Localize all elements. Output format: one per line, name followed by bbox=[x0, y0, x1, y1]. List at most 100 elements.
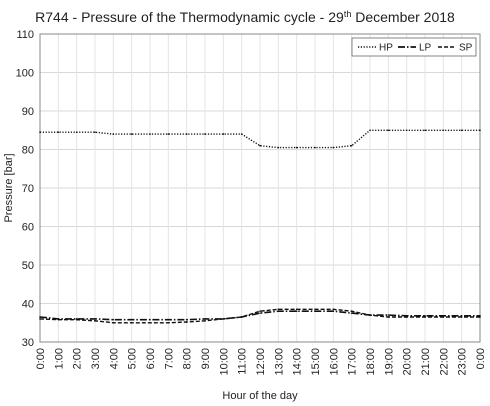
x-tick-label: 6:00 bbox=[145, 348, 157, 369]
data-point-hp bbox=[112, 133, 115, 135]
data-point-lp bbox=[387, 314, 390, 316]
data-point-lp bbox=[149, 318, 151, 321]
x-tick-label: 23:00 bbox=[457, 348, 469, 376]
data-point-hp bbox=[57, 131, 60, 133]
data-point-sp bbox=[204, 320, 206, 322]
data-point-hp bbox=[204, 133, 206, 135]
data-point-sp bbox=[424, 316, 426, 318]
x-tick-label: 12:00 bbox=[255, 348, 267, 376]
data-point-hp bbox=[222, 133, 225, 135]
data-point-lp bbox=[204, 318, 206, 320]
data-point-lp bbox=[259, 312, 261, 314]
data-point-sp bbox=[332, 308, 335, 311]
data-point-lp bbox=[332, 310, 335, 313]
chart-title: R744 - Pressure of the Thermodynamic cyc… bbox=[35, 9, 455, 25]
x-tick-label: 13:00 bbox=[273, 348, 285, 376]
data-point-sp bbox=[240, 316, 243, 318]
data-point-hp bbox=[460, 129, 463, 132]
data-point-lp bbox=[442, 315, 445, 317]
y-axis-label: Pressure [bar] bbox=[3, 153, 15, 222]
data-point-hp bbox=[295, 146, 298, 149]
data-point-lp bbox=[112, 318, 115, 321]
data-point-lp bbox=[424, 315, 426, 317]
data-point-hp bbox=[259, 144, 261, 147]
x-tick-label: 5:00 bbox=[127, 348, 139, 369]
data-point-hp bbox=[75, 131, 78, 133]
data-point-hp bbox=[94, 131, 96, 133]
data-point-sp bbox=[369, 314, 371, 316]
x-tick-label: 11:00 bbox=[237, 348, 249, 375]
x-tick-label: 0:00 bbox=[35, 348, 47, 369]
y-tick-label: 110 bbox=[16, 29, 34, 41]
data-point-sp bbox=[460, 316, 463, 318]
data-point-sp bbox=[57, 318, 60, 321]
data-point-hp bbox=[39, 131, 41, 133]
data-point-lp bbox=[350, 312, 353, 314]
data-point-sp bbox=[387, 316, 390, 318]
legend-label-sp: SP bbox=[459, 43, 473, 54]
chart-title-main: R744 - Pressure of the Thermodynamic cyc… bbox=[35, 9, 344, 25]
data-point-hp bbox=[350, 144, 353, 147]
y-tick-label: 30 bbox=[22, 337, 34, 349]
data-point-hp bbox=[387, 129, 390, 132]
plot-area bbox=[39, 33, 481, 343]
series-layer bbox=[39, 129, 481, 324]
data-point-lp bbox=[295, 310, 298, 313]
data-point-sp bbox=[94, 320, 96, 322]
x-tick-label: 7:00 bbox=[163, 348, 175, 369]
x-tick-label: 9:00 bbox=[200, 348, 212, 369]
x-tick-label: 21:00 bbox=[420, 348, 432, 376]
data-point-sp bbox=[277, 308, 280, 311]
x-tick-label: 16:00 bbox=[328, 348, 340, 376]
data-point-sp bbox=[130, 321, 133, 324]
data-point-hp bbox=[167, 133, 170, 135]
y-tick-label: 50 bbox=[22, 260, 34, 272]
data-point-sp bbox=[39, 318, 41, 320]
data-point-hp bbox=[442, 129, 445, 132]
x-tick-label: 8:00 bbox=[182, 348, 194, 369]
y-tick-label: 40 bbox=[22, 299, 34, 311]
data-point-sp bbox=[442, 316, 445, 318]
x-tick-label: 10:00 bbox=[218, 348, 230, 376]
x-tick-label: 17:00 bbox=[347, 348, 359, 376]
x-tick-label: 20:00 bbox=[402, 348, 414, 376]
data-point-hp bbox=[479, 129, 481, 132]
data-point-sp bbox=[259, 310, 261, 313]
y-axis-ticks: 30 40 50 60 70 80 90 100 110 bbox=[16, 29, 34, 349]
y-tick-label: 100 bbox=[16, 68, 34, 80]
y-tick-label: 80 bbox=[22, 145, 34, 157]
legend-label-hp: HP bbox=[379, 43, 393, 54]
data-point-hp bbox=[149, 133, 151, 135]
data-point-lp bbox=[405, 315, 408, 317]
data-point-hp bbox=[185, 133, 188, 135]
chart-title-tail: December 2018 bbox=[351, 9, 455, 25]
data-point-hp bbox=[424, 129, 426, 132]
data-point-lp bbox=[167, 318, 170, 321]
data-point-lp bbox=[39, 316, 41, 318]
data-point-sp bbox=[479, 316, 481, 318]
x-tick-label: 14:00 bbox=[292, 348, 304, 376]
data-point-hp bbox=[332, 146, 335, 149]
x-tick-label: 0:00 bbox=[475, 348, 487, 369]
data-point-sp bbox=[75, 318, 78, 321]
y-tick-label: 70 bbox=[22, 183, 34, 195]
data-point-sp bbox=[149, 321, 151, 324]
data-point-hp bbox=[240, 133, 243, 135]
data-point-sp bbox=[185, 321, 188, 323]
y-tick-label: 90 bbox=[22, 106, 34, 118]
data-point-sp bbox=[112, 321, 115, 324]
data-point-lp bbox=[130, 318, 133, 321]
x-tick-label: 22:00 bbox=[438, 348, 450, 376]
data-point-sp bbox=[222, 318, 225, 320]
data-point-hp bbox=[130, 133, 133, 135]
y-tick-label: 60 bbox=[22, 222, 34, 234]
data-point-lp bbox=[277, 310, 280, 313]
data-point-hp bbox=[277, 146, 280, 149]
data-point-lp bbox=[94, 318, 96, 320]
x-tick-label: 15:00 bbox=[310, 348, 322, 376]
x-tick-label: 1:00 bbox=[53, 348, 65, 369]
data-point-lp bbox=[185, 318, 188, 321]
data-point-sp bbox=[167, 321, 170, 324]
data-point-hp bbox=[369, 129, 371, 132]
